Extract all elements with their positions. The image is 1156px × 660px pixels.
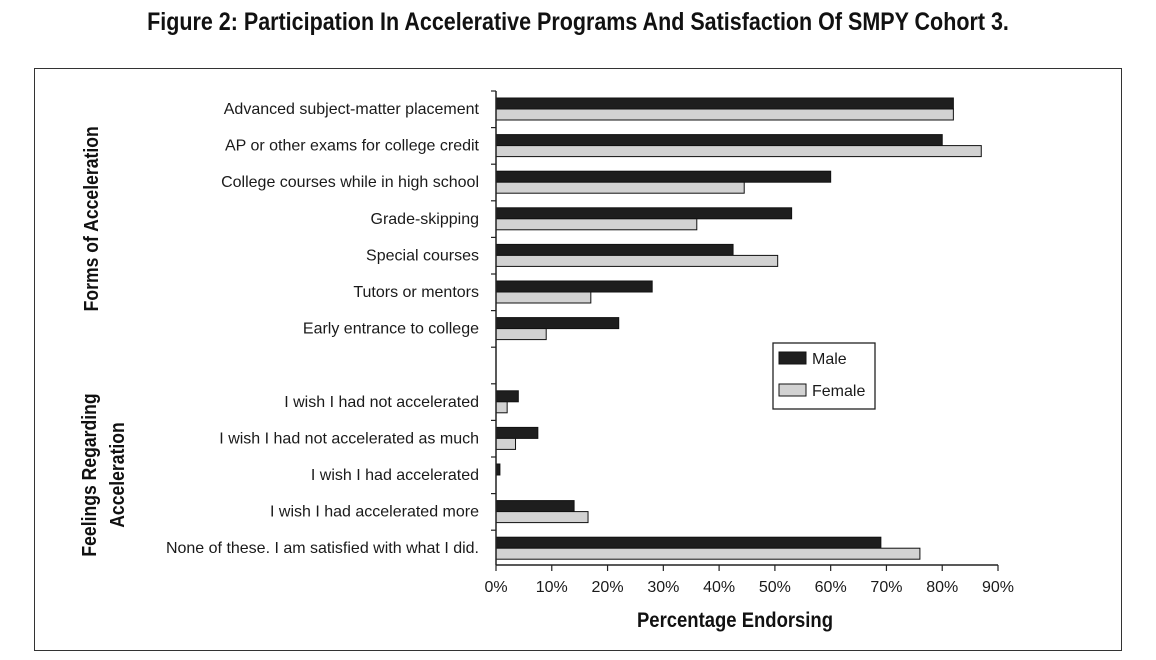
category-label: I wish I had accelerated more: [270, 504, 479, 521]
x-tick-label: 80%: [926, 579, 958, 596]
bar-male: [495, 280, 653, 293]
bar-female: [495, 511, 589, 524]
bar-male: [495, 536, 882, 549]
bar-male: [495, 426, 539, 439]
x-tick-label: 20%: [592, 579, 624, 596]
bar-male: [495, 97, 954, 110]
bar-male: [495, 170, 832, 183]
category-label: I wish I had accelerated: [311, 467, 479, 484]
category-label: I wish I had not accelerated: [284, 394, 479, 411]
category-label: Grade-skipping: [371, 211, 480, 228]
bar-female: [495, 547, 921, 560]
category-label: Special courses: [366, 247, 479, 264]
bar-female: [495, 218, 698, 231]
group-label-feelings-line: Acceleration: [106, 422, 128, 528]
x-tick-label: 90%: [982, 579, 1014, 596]
bar-male: [495, 317, 620, 330]
bar-female: [495, 291, 592, 304]
category-label: Advanced subject-matter placement: [224, 101, 480, 118]
x-tick-label: 10%: [536, 579, 568, 596]
group-label-forms: Forms of Acceleration: [80, 126, 102, 311]
legend-swatch-male: [778, 351, 807, 365]
category-label: Early entrance to college: [303, 321, 479, 338]
bar-female: [495, 328, 547, 341]
bar-male: [495, 207, 793, 220]
bar-male: [495, 500, 575, 513]
legend-label-female: Female: [812, 383, 865, 400]
bar-male: [495, 390, 519, 403]
bar-female: [495, 108, 954, 121]
category-label: College courses while in high school: [221, 174, 479, 191]
legend-label-male: Male: [812, 351, 847, 368]
bar-male: [495, 243, 734, 256]
bar-female: [495, 437, 517, 450]
x-tick-label: 30%: [647, 579, 679, 596]
group-label-feelings-line: Feelings Regarding: [78, 393, 100, 556]
category-label: I wish I had not accelerated as much: [219, 430, 479, 447]
x-tick-label: 70%: [870, 579, 902, 596]
bar-female: [495, 254, 779, 267]
bar-female: [495, 181, 745, 194]
bar-female: [495, 401, 508, 414]
category-label: Tutors or mentors: [353, 284, 479, 301]
x-axis-title: Percentage Endorsing: [637, 609, 833, 632]
x-tick-label: 0%: [484, 579, 507, 596]
x-tick-label: 50%: [759, 579, 791, 596]
bar-female: [495, 145, 982, 158]
bar-male: [495, 134, 943, 147]
figure-title: Figure 2: Participation In Accelerative …: [147, 8, 1009, 36]
category-label: AP or other exams for college credit: [225, 138, 480, 155]
chart-frame: [34, 68, 1122, 651]
category-label: None of these. I am satisfied with what …: [166, 540, 479, 557]
x-tick-label: 60%: [815, 579, 847, 596]
legend-swatch-female: [778, 383, 807, 397]
x-tick-label: 40%: [703, 579, 735, 596]
